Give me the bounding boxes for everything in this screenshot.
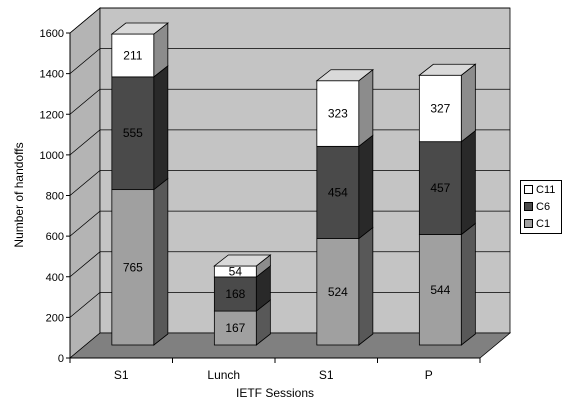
bar-side (460, 222, 476, 346)
bar-side (358, 226, 374, 346)
y-tick-label: 1000 (40, 150, 64, 162)
bar-segment: 555 (111, 65, 169, 191)
legend-item-c1: C1 (521, 215, 561, 232)
x-tick-label: S1 (319, 368, 334, 382)
y-tick-label: 1600 (40, 28, 64, 40)
y-tick-label: 400 (46, 272, 64, 284)
legend-label-c11: C11 (536, 183, 556, 196)
y-axis-label: Number of handoffs (12, 142, 26, 247)
bar-face (418, 234, 462, 346)
data-label: 544 (430, 283, 450, 297)
bar-segment: 765 (111, 177, 169, 346)
data-label: 211 (123, 48, 142, 62)
data-label: 327 (430, 101, 450, 115)
bar-side (460, 63, 476, 143)
data-label: 524 (328, 285, 348, 299)
legend-label-c6: C6 (536, 200, 551, 213)
legend-item-c6: C6 (521, 198, 561, 215)
gridline (69, 170, 510, 196)
gridline (69, 291, 510, 318)
bar-top (110, 22, 170, 35)
bar-face (316, 145, 360, 239)
y-axis: 0 200 400 600 800 1000 1200 1400 1600 (40, 28, 71, 365)
gridline (69, 129, 510, 156)
bar-top (213, 254, 272, 267)
x-axis: S1 Lunch S1 P (69, 357, 481, 382)
legend: C11 C6 C1 (520, 180, 562, 234)
bar-side (358, 68, 374, 148)
bar-segment: 211 (110, 22, 170, 78)
gridline (69, 251, 510, 278)
y-tick-label: 1200 (40, 109, 64, 121)
y-tick-label: 0 (58, 353, 64, 365)
bar-side (153, 65, 169, 191)
legend-swatch-c11 (524, 185, 533, 194)
bar-segment: 167 (213, 299, 271, 346)
data-label: 457 (430, 181, 450, 195)
data-label: 765 (123, 260, 143, 274)
y-tick-label: 1400 (40, 69, 64, 81)
bar-face (213, 310, 257, 346)
y-tick-label: 800 (46, 191, 64, 203)
bar-face (316, 238, 360, 346)
bar-segment: 54 (213, 254, 272, 278)
bar-segment: 323 (315, 68, 375, 148)
bar-segment: 327 (418, 63, 477, 143)
gridline (69, 88, 510, 115)
bar-face (418, 141, 462, 235)
bar-segment: 524 (316, 226, 374, 346)
y-tick-label: 200 (46, 312, 64, 324)
bars: 765 555 211 167 168 54 524 454 323 544 457 327 (110, 22, 477, 346)
bar-segment: 457 (418, 129, 476, 236)
data-label: 54 (229, 264, 243, 278)
bar-top (315, 69, 375, 82)
x-tick-label: S1 (114, 368, 129, 382)
bar-face (111, 189, 155, 346)
legend-swatch-c6 (524, 202, 533, 211)
data-label: 454 (328, 185, 348, 199)
legend-item-c11: C11 (521, 181, 561, 198)
bar-face (111, 33, 155, 78)
x-axis-label: IETF Sessions (236, 386, 314, 400)
bar-side (460, 129, 476, 236)
legend-swatch-c1 (524, 219, 533, 228)
bar-segment: 168 (213, 265, 271, 312)
data-label: 323 (328, 107, 348, 121)
gridline (69, 7, 510, 34)
x-tick-label: P (425, 368, 433, 382)
gridline (69, 210, 510, 237)
legend-label-c1: C1 (536, 217, 551, 230)
data-label: 168 (225, 287, 245, 301)
bar-top (418, 63, 477, 76)
bar-segment: 454 (316, 134, 374, 240)
gridlines (69, 7, 510, 318)
data-label: 555 (123, 126, 143, 140)
bar-face (418, 74, 462, 143)
y-tick-label: 600 (46, 231, 64, 243)
x-tick-label: Lunch (207, 368, 240, 382)
gridline (69, 48, 510, 74)
data-label: 167 (225, 321, 245, 335)
bar-side (153, 177, 169, 346)
bar-side (358, 134, 374, 240)
bar-segment: 544 (418, 222, 476, 346)
